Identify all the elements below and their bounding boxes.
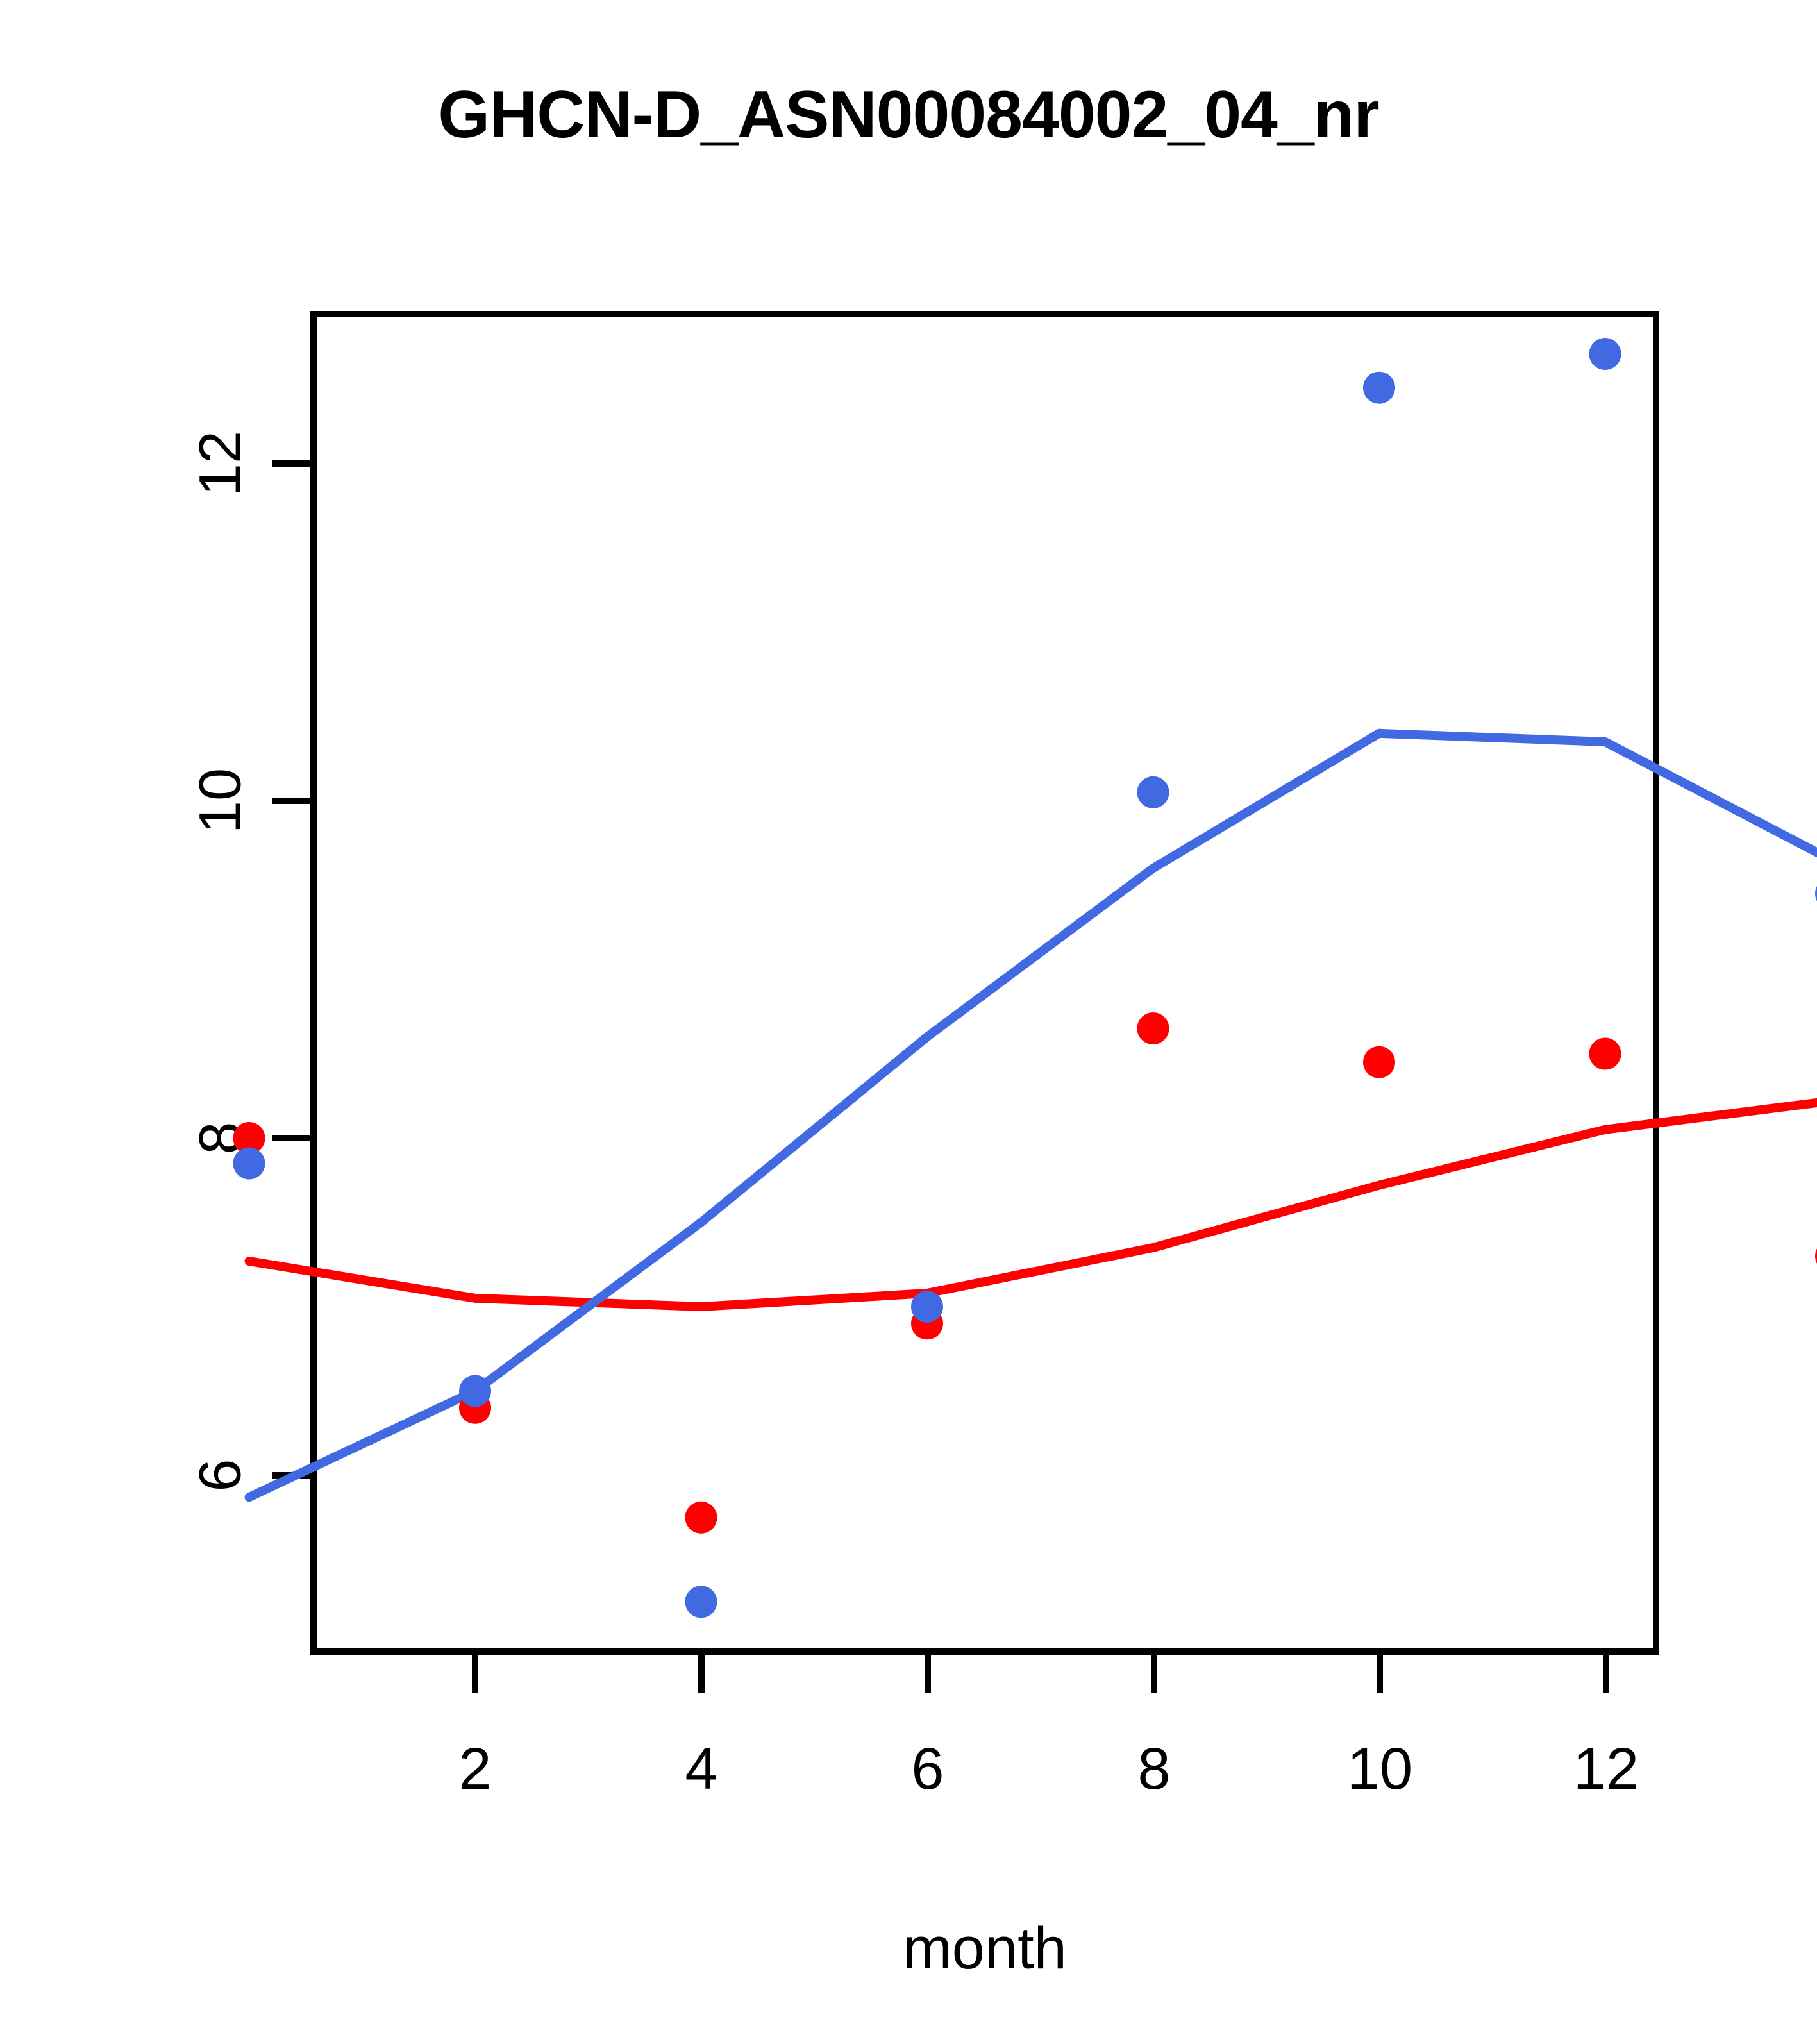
y-tick-label-6: 6 <box>187 1459 253 1491</box>
data-point <box>685 1501 717 1534</box>
data-point <box>459 1375 491 1407</box>
y-tick-label-10: 10 <box>187 768 253 834</box>
data-points-layer <box>233 338 1817 1618</box>
data-point <box>1815 885 1817 901</box>
data-point <box>233 1122 265 1154</box>
x-tick-label-6: 6 <box>911 1736 944 1802</box>
plot-frame <box>310 311 1659 1655</box>
data-point <box>685 1586 717 1618</box>
data-point <box>1589 338 1621 370</box>
data-point <box>1815 1248 1817 1264</box>
data-point <box>1589 1037 1621 1070</box>
x-tick-label-10: 10 <box>1347 1736 1412 1802</box>
trend-lines-layer <box>244 728 1817 1502</box>
trend-line-blue-line <box>244 728 1817 1502</box>
x-tick-label-8: 8 <box>1137 1736 1170 1802</box>
y-axis-ticks <box>272 460 314 1479</box>
data-point <box>1137 1012 1169 1044</box>
data-point <box>1137 776 1169 808</box>
x-axis-title: month <box>903 1916 1067 1981</box>
page-title: GHCN-D_ASN00084002_04_nr <box>438 78 1379 152</box>
data-point <box>1363 371 1395 404</box>
trend-line-red-line <box>244 1098 1817 1311</box>
data-point <box>233 1147 265 1180</box>
data-point <box>911 1291 943 1323</box>
x-tick-label-2: 2 <box>458 1736 491 1802</box>
data-point <box>1363 1046 1395 1078</box>
x-tick-label-4: 4 <box>685 1736 717 1802</box>
y-tick-label-12: 12 <box>187 431 253 496</box>
x-axis-ticks <box>472 1652 1609 1693</box>
x-tick-label-12: 12 <box>1573 1736 1639 1802</box>
